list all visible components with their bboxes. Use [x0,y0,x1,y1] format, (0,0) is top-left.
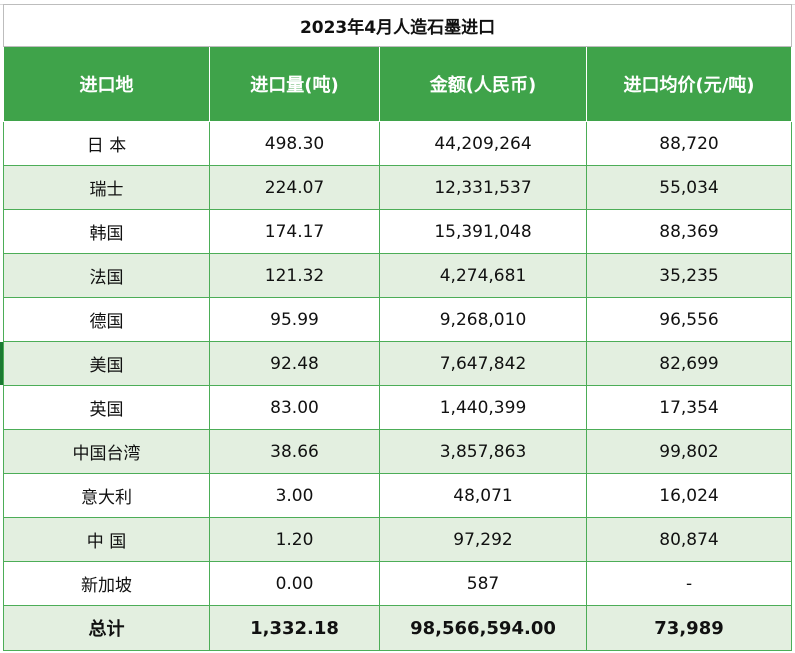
cell-amount[interactable]: 1,440,399 [379,385,587,430]
table-row: 英国 83.00 1,440,399 17,354 [3,385,793,430]
header-origin[interactable]: 进口地 [3,46,210,122]
cell-volume[interactable]: 38.66 [209,429,380,474]
cell-average-price[interactable]: 88,720 [585,121,793,166]
cell-volume[interactable]: 498.30 [209,121,380,166]
row-selection-marker [0,342,3,385]
cell-average-price[interactable]: 80,874 [585,517,793,562]
table-row: 中国台湾 38.66 3,857,863 99,802 [3,429,793,474]
cell-amount[interactable]: 12,331,537 [379,165,587,210]
table-row: 中 国 1.20 97,292 80,874 [3,517,793,562]
cell-volume[interactable]: 95.99 [209,297,380,342]
cell-average-price[interactable]: 99,802 [585,429,793,474]
header-average-price[interactable]: 进口均价(元/吨) [585,46,793,122]
cell-amount[interactable]: 97,292 [379,517,587,562]
cell-volume[interactable]: 0.00 [209,561,380,606]
total-average-price[interactable]: 73,989 [585,605,793,651]
table-row: 意大利 3.00 48,071 16,024 [3,473,793,518]
table-row: 新加坡 0.00 587 - [3,561,793,606]
cell-volume[interactable]: 224.07 [209,165,380,210]
cell-origin[interactable]: 德国 [3,297,210,342]
cell-origin[interactable]: 新加坡 [3,561,210,606]
cell-average-price[interactable]: 16,024 [585,473,793,518]
table-title[interactable]: 2023年4月人造石墨进口 [2,4,793,47]
cell-amount[interactable]: 587 [379,561,587,606]
cell-volume[interactable]: 83.00 [209,385,380,430]
cell-amount[interactable]: 4,274,681 [379,253,587,298]
total-row: 总计 1,332.18 98,566,594.00 73,989 [3,605,793,651]
cell-volume[interactable]: 174.17 [209,209,380,254]
table-row: 德国 95.99 9,268,010 96,556 [3,297,793,342]
header-volume[interactable]: 进口量(吨) [209,46,380,122]
cell-origin[interactable]: 韩国 [3,209,210,254]
cell-average-price[interactable]: - [585,561,793,606]
cell-average-price[interactable]: 17,354 [585,385,793,430]
cell-average-price[interactable]: 35,235 [585,253,793,298]
table-row: 韩国 174.17 15,391,048 88,369 [3,209,793,254]
cell-volume[interactable]: 121.32 [209,253,380,298]
total-label[interactable]: 总计 [3,605,210,651]
cell-amount[interactable]: 3,857,863 [379,429,587,474]
table-row: 日 本 498.30 44,209,264 88,720 [3,121,793,166]
cell-origin[interactable]: 英国 [3,385,210,430]
table-row: 法国 121.32 4,274,681 35,235 [3,253,793,298]
header-row: 进口地 进口量(吨) 金额(人民币) 进口均价(元/吨) [3,46,793,122]
table-row: 瑞士 224.07 12,331,537 55,034 [3,165,793,210]
cell-origin[interactable]: 中 国 [3,517,210,562]
cell-origin[interactable]: 日 本 [3,121,210,166]
cell-amount[interactable]: 7,647,842 [379,341,587,386]
header-amount[interactable]: 金额(人民币) [379,46,587,122]
cell-amount[interactable]: 44,209,264 [379,121,587,166]
cell-volume[interactable]: 3.00 [209,473,380,518]
cell-origin[interactable]: 意大利 [3,473,210,518]
title-row: 2023年4月人造石墨进口 [2,4,793,47]
cell-amount[interactable]: 9,268,010 [379,297,587,342]
cell-amount[interactable]: 48,071 [379,473,587,518]
cell-origin[interactable]: 法国 [3,253,210,298]
cell-average-price[interactable]: 88,369 [585,209,793,254]
cell-average-price[interactable]: 96,556 [585,297,793,342]
cell-origin[interactable]: 瑞士 [3,165,210,210]
cell-average-price[interactable]: 82,699 [585,341,793,386]
cell-origin[interactable]: 美国 [3,341,210,386]
import-table: 2023年4月人造石墨进口 进口地 进口量(吨) 金额(人民币) 进口均价(元/… [2,4,793,651]
cell-volume[interactable]: 92.48 [209,341,380,386]
cell-origin[interactable]: 中国台湾 [3,429,210,474]
cell-average-price[interactable]: 55,034 [585,165,793,210]
cell-amount[interactable]: 15,391,048 [379,209,587,254]
total-volume[interactable]: 1,332.18 [209,605,380,651]
cell-volume[interactable]: 1.20 [209,517,380,562]
table-row: 美国 92.48 7,647,842 82,699 [3,341,793,386]
total-amount[interactable]: 98,566,594.00 [379,605,587,651]
